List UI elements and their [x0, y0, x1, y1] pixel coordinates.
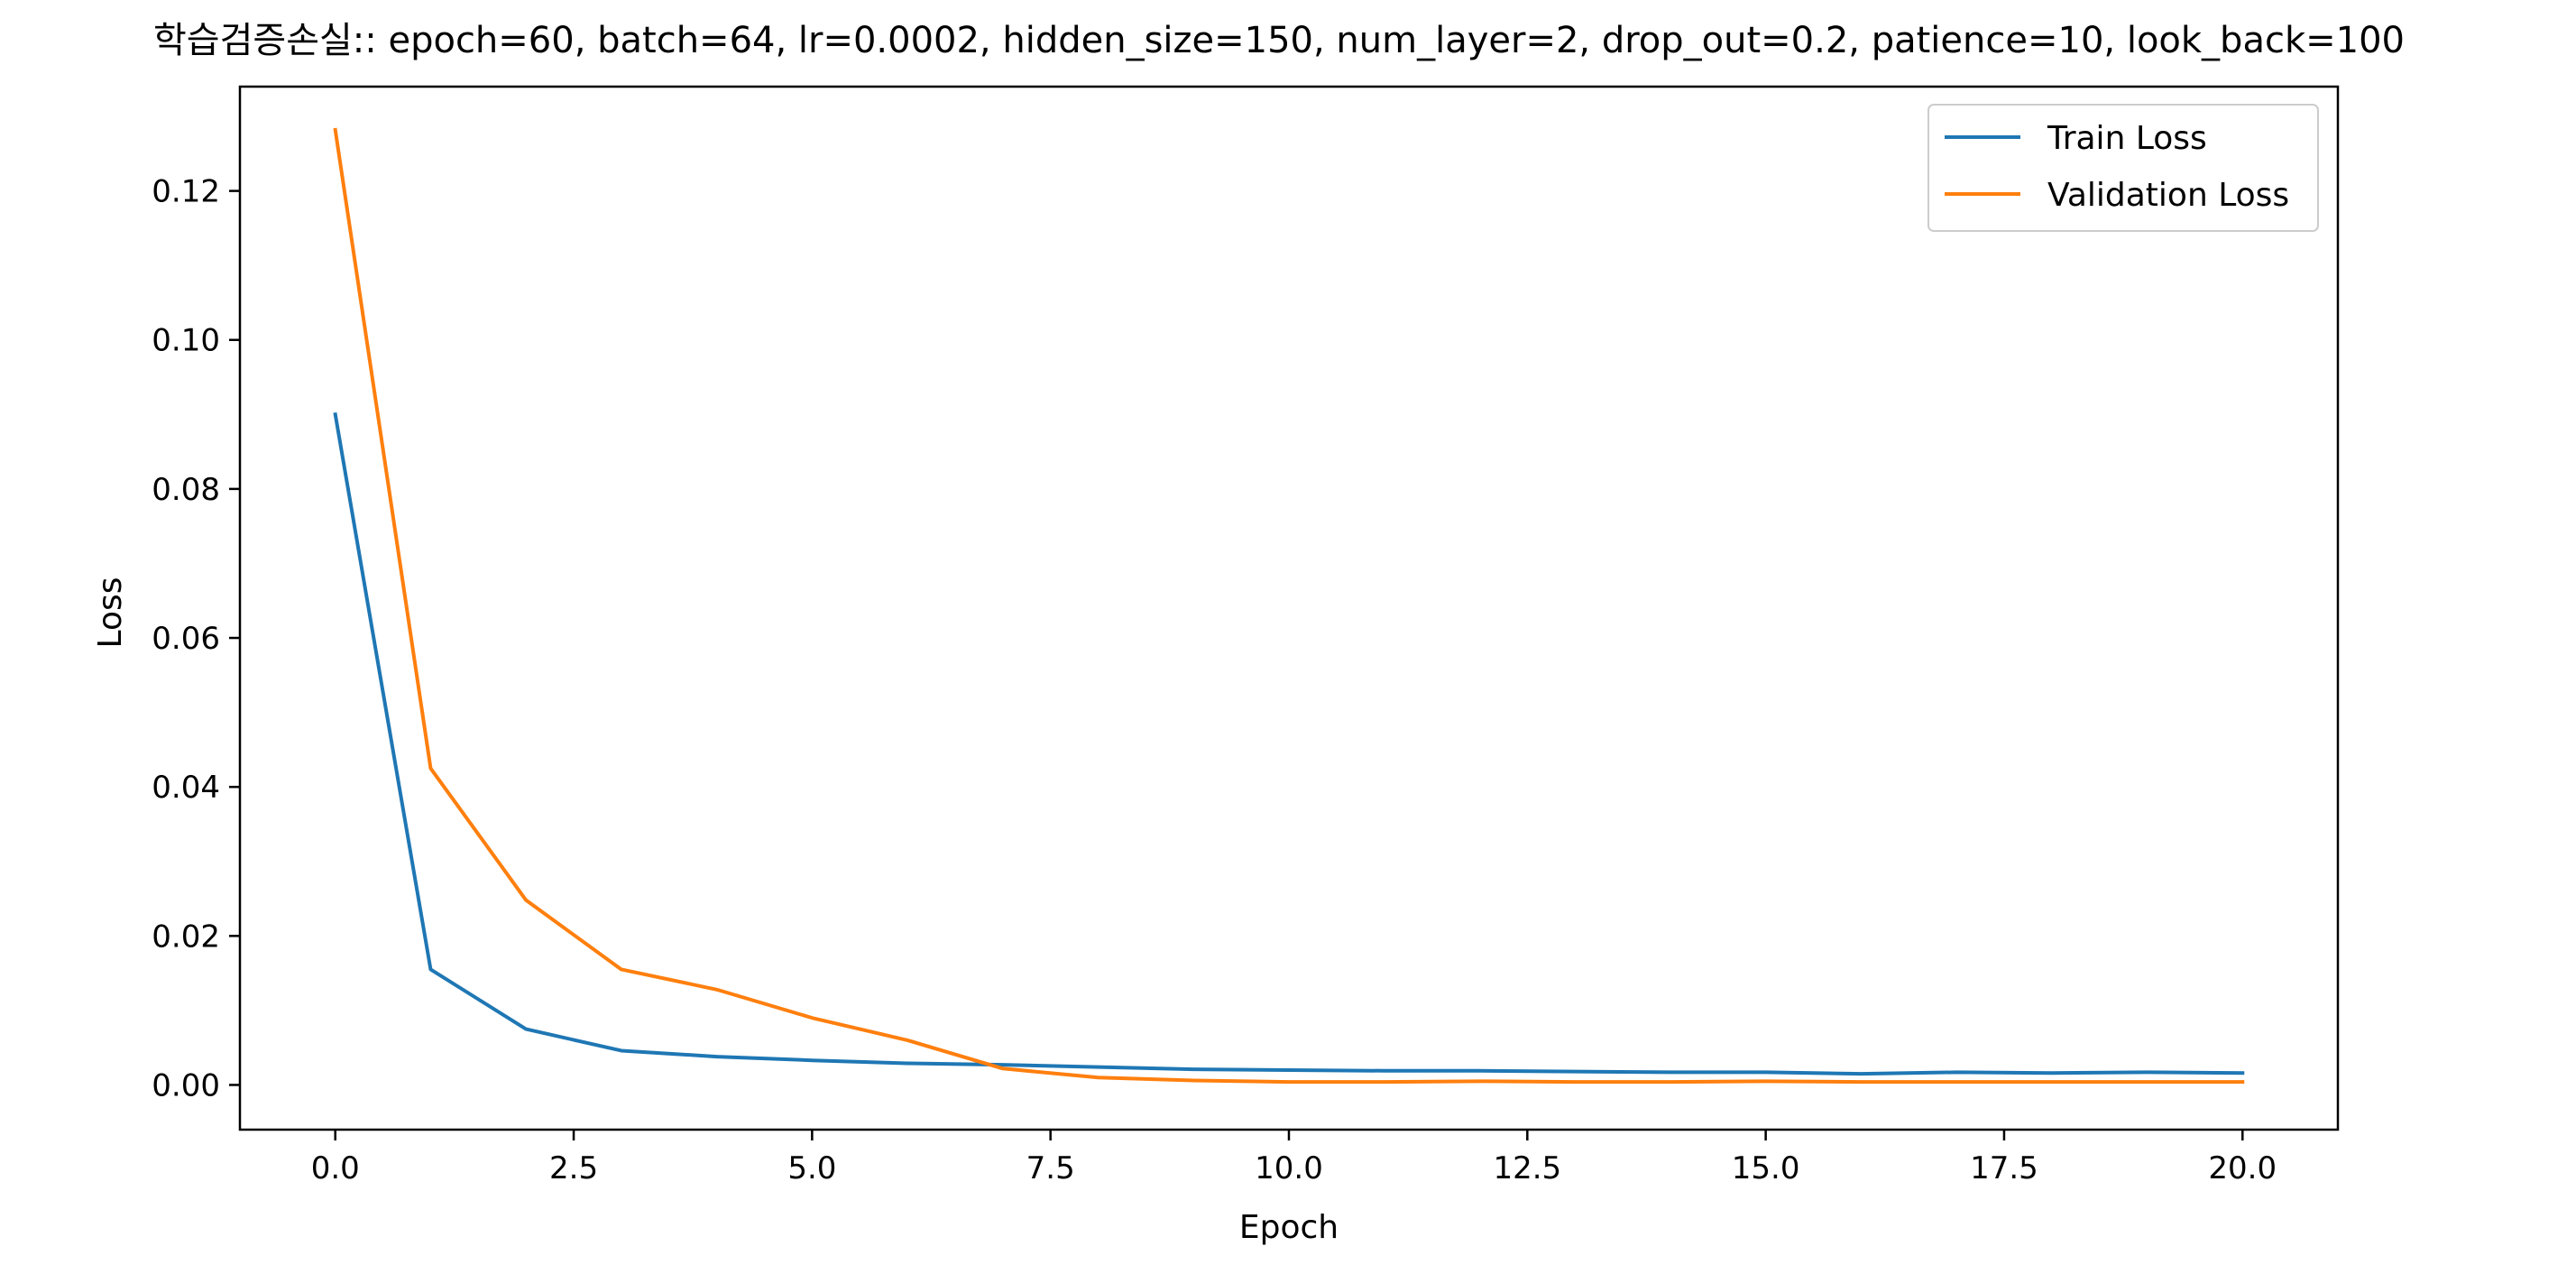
x-tick-label: 0.0 — [311, 1150, 360, 1186]
y-tick-label: 0.08 — [152, 472, 220, 508]
x-tick-label: 12.5 — [1493, 1150, 1561, 1186]
series-line-train-loss — [333, 412, 2245, 1076]
plot-area: 0.0 2.5 5.0 7.5 10.0 12.5 15.0 17.5 20.0 0.000.0… — [152, 85, 2340, 1186]
legend-box — [1927, 104, 2319, 232]
x-tick-label: 17.5 — [1970, 1150, 2038, 1186]
y-tick-label: 0.00 — [152, 1067, 220, 1103]
x-tick-label: 10.0 — [1255, 1150, 1323, 1186]
y-tick-label: 0.06 — [152, 621, 220, 657]
x-tick-label: 2.5 — [549, 1150, 598, 1186]
x-tick-label: 7.5 — [1026, 1150, 1075, 1186]
legend-label-train-loss: Train Loss — [2047, 120, 2207, 157]
y-tick-label: 0.02 — [152, 919, 220, 955]
y-tick-label: 0.10 — [152, 323, 220, 359]
x-tick-label: 5.0 — [787, 1150, 836, 1186]
series-layer — [333, 127, 2245, 1085]
x-tick-label: 15.0 — [1732, 1150, 1800, 1186]
x-axis-ticks: 0.0 2.5 5.0 7.5 10.0 12.5 15.0 17.5 20.0 — [311, 1130, 2277, 1186]
y-axis-label: Loss — [92, 577, 129, 649]
x-axis-label: Epoch — [1239, 1209, 1339, 1246]
y-axis-ticks: 0.00 0.02 0.04 0.06 0.08 0.10 0.12 — [152, 174, 240, 1103]
legend-label-validation-loss: Validation Loss — [2047, 177, 2289, 214]
chart-title: 학습검증손실:: epoch=60, batch=64, lr=0.0002, … — [153, 20, 2405, 61]
y-tick-label: 0.04 — [152, 770, 220, 806]
series-line-validation-loss — [333, 127, 2245, 1085]
legend: Train Loss Validation Loss — [1927, 104, 2319, 232]
y-tick-label: 0.12 — [152, 174, 220, 210]
x-tick-label: 20.0 — [2208, 1150, 2277, 1186]
